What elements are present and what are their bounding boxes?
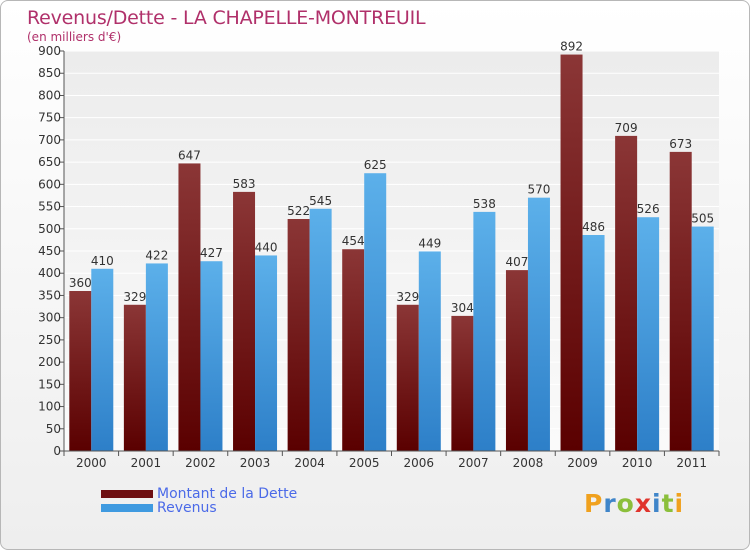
bar-revenus [582, 235, 605, 451]
x-tick-label: 2006 [404, 456, 435, 470]
x-tick-label: 2008 [513, 456, 544, 470]
x-tick-label: 2000 [76, 456, 107, 470]
data-label-dette: 329 [396, 290, 419, 304]
bar-dette [342, 249, 365, 451]
data-label-dette: 329 [123, 290, 146, 304]
y-tick-label: 300 [38, 311, 61, 325]
y-tick-label: 100 [38, 400, 61, 414]
bar-revenus [527, 197, 550, 451]
legend-item-revenus: Revenus [101, 501, 297, 515]
y-tick-label: 600 [38, 177, 61, 191]
bar-dette [505, 270, 528, 451]
x-tick-label: 2010 [622, 456, 653, 470]
y-tick-label: 50 [46, 422, 61, 436]
y-tick-label: 200 [38, 355, 61, 369]
bar-revenus [364, 173, 387, 451]
data-label-revenus: 570 [528, 183, 551, 197]
bar-revenus [255, 255, 278, 451]
logo-letter: P [584, 489, 604, 518]
data-label-revenus: 505 [691, 212, 714, 226]
chart-legend: Montant de la Dette Revenus [101, 487, 297, 515]
y-tick-label: 250 [38, 333, 61, 347]
bar-revenus [309, 208, 332, 451]
bar-dette [287, 219, 310, 451]
data-label-dette: 709 [615, 121, 638, 135]
logo-letter: x [634, 489, 652, 518]
data-label-dette: 360 [69, 276, 92, 290]
chart-subtitle: (en milliers d'€) [27, 30, 122, 44]
bar-dette [560, 54, 583, 452]
x-tick-label: 2007 [458, 456, 489, 470]
proxiti-logo: Proxiti [584, 489, 684, 518]
bar-revenus [418, 251, 441, 451]
bar-dette [123, 304, 146, 451]
data-label-dette: 304 [451, 301, 474, 315]
y-tick-label: 700 [38, 133, 61, 147]
bar-revenus [200, 261, 223, 451]
y-tick-label: 900 [38, 44, 61, 58]
logo-letter: t [661, 489, 675, 518]
data-label-dette: 522 [287, 204, 310, 218]
y-tick-label: 0 [53, 444, 61, 458]
legend-swatch-dette [101, 490, 153, 498]
bar-dette [178, 163, 201, 451]
data-label-revenus: 427 [200, 246, 223, 260]
bar-dette [451, 315, 474, 451]
bar-revenus [473, 211, 496, 451]
data-label-revenus: 410 [91, 254, 114, 268]
y-tick-label: 550 [38, 200, 61, 214]
logo-letter: r [603, 489, 617, 518]
x-tick-label: 2009 [567, 456, 598, 470]
x-tick-label: 2005 [349, 456, 380, 470]
bar-revenus [691, 226, 714, 451]
bar-dette [669, 151, 692, 451]
x-tick-label: 2004 [294, 456, 325, 470]
data-label-dette: 454 [342, 234, 365, 248]
data-label-revenus: 422 [145, 248, 168, 262]
y-tick-label: 500 [38, 222, 61, 236]
data-label-revenus: 440 [255, 240, 278, 254]
data-label-revenus: 538 [473, 197, 496, 211]
data-label-revenus: 545 [309, 194, 332, 208]
data-label-revenus: 625 [364, 158, 387, 172]
data-label-dette: 892 [560, 40, 583, 54]
bar-dette [396, 304, 419, 451]
y-tick-label: 150 [38, 377, 61, 391]
y-tick-label: 800 [38, 88, 61, 102]
y-tick-label: 400 [38, 266, 61, 280]
bar-dette [69, 291, 92, 451]
bar-revenus [91, 268, 114, 451]
x-tick-label: 2003 [240, 456, 271, 470]
y-tick-label: 450 [38, 244, 61, 258]
bar-revenus [145, 263, 168, 451]
legend-label-dette: Montant de la Dette [157, 486, 298, 502]
y-tick-label: 350 [38, 288, 61, 302]
logo-letter: o [616, 489, 635, 518]
bar-dette [615, 135, 638, 451]
logo-letter: i [652, 489, 662, 518]
x-tick-label: 2002 [185, 456, 216, 470]
legend-label-revenus: Revenus [157, 500, 217, 516]
data-label-revenus: 449 [418, 236, 441, 250]
x-tick-label: 2001 [131, 456, 162, 470]
data-label-dette: 583 [233, 177, 256, 191]
y-tick-label: 750 [38, 111, 61, 125]
data-label-revenus: 526 [637, 202, 660, 216]
data-label-dette: 673 [669, 137, 692, 151]
y-tick-label: 850 [38, 66, 61, 80]
logo-letter: i [674, 489, 685, 518]
legend-swatch-revenus [101, 504, 153, 512]
data-label-dette: 407 [506, 255, 529, 269]
data-label-dette: 647 [178, 148, 201, 162]
legend-item-dette: Montant de la Dette [101, 487, 297, 501]
x-tick-label: 2011 [676, 456, 707, 470]
chart-title: Revenus/Dette - LA CHAPELLE-MONTREUIL [27, 7, 426, 29]
bar-dette [233, 191, 256, 451]
bar-revenus [637, 217, 660, 451]
y-tick-label: 650 [38, 155, 61, 169]
data-label-revenus: 486 [582, 220, 605, 234]
